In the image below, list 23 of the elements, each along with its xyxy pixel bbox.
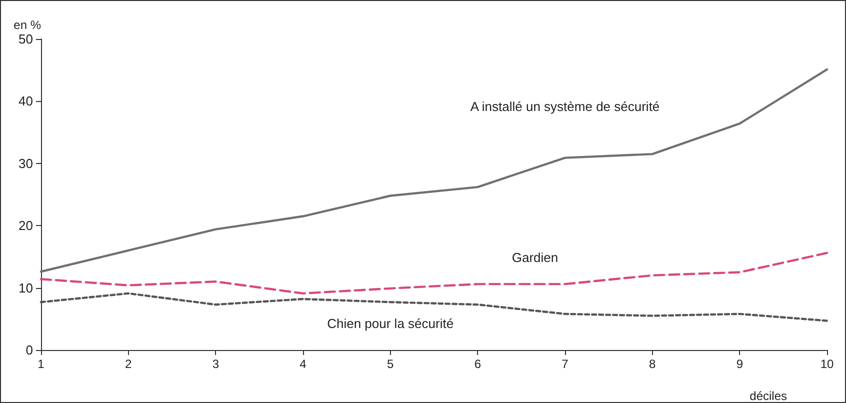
y-tick-label: 50 xyxy=(18,32,33,46)
line-series xyxy=(40,252,828,294)
series-label: Gardien xyxy=(512,250,558,266)
x-tick-label: 4 xyxy=(300,357,307,371)
x-tick-label: 2 xyxy=(124,357,132,371)
x-tick-label: 9 xyxy=(736,357,744,371)
x-axis-title: déciles xyxy=(750,389,787,403)
y-tick-label: 10 xyxy=(18,280,33,296)
line-series xyxy=(40,68,828,273)
x-tick-label: 7 xyxy=(562,357,569,371)
y-axis-title: en % xyxy=(14,18,42,32)
y-tick-label: 40 xyxy=(18,94,33,109)
x-tick-label: 5 xyxy=(386,357,394,371)
text: A installé un système de sécurité xyxy=(470,98,660,114)
x-tick-label: 3 xyxy=(212,357,220,371)
x-tick-label: 10 xyxy=(820,357,834,371)
y-tick-label: 30 xyxy=(18,156,33,171)
series-label: Chien pour la sécurité xyxy=(327,316,454,332)
x-tick-label: 1 xyxy=(38,357,45,371)
y-tick-label: 20 xyxy=(18,218,33,234)
x-tick-label: 8 xyxy=(648,357,656,371)
y-tick-label: 0 xyxy=(26,342,33,358)
x-tick-label: 6 xyxy=(474,357,482,371)
